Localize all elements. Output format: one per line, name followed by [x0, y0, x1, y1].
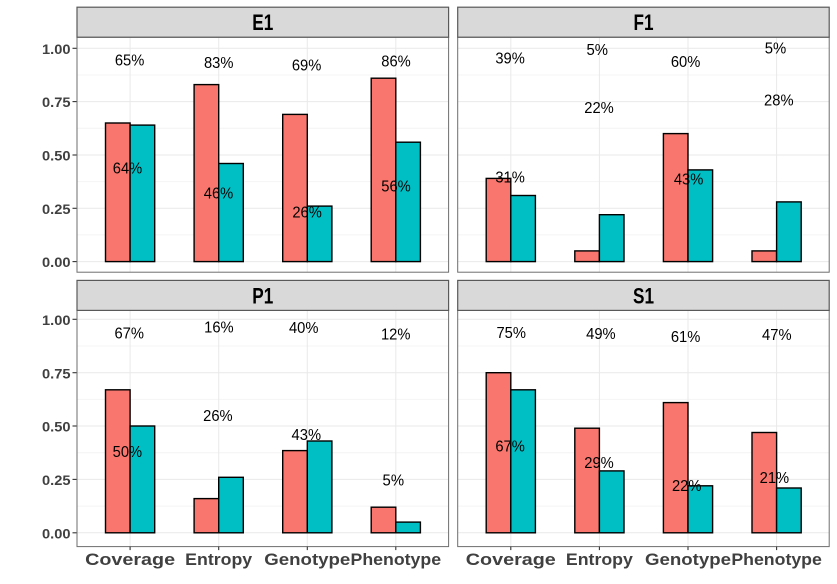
svg-text:0.00: 0.00: [42, 525, 71, 541]
svg-text:64%: 64%: [113, 161, 143, 178]
svg-text:56%: 56%: [381, 179, 411, 196]
svg-text:16%: 16%: [204, 320, 234, 337]
svg-text:26%: 26%: [203, 408, 233, 425]
svg-text:1.00: 1.00: [42, 312, 71, 328]
svg-text:43%: 43%: [674, 171, 704, 188]
svg-text:0.75: 0.75: [42, 365, 71, 381]
svg-text:F1: F1: [634, 10, 654, 35]
svg-text:0.00: 0.00: [42, 254, 71, 270]
svg-text:Genotype: Genotype: [264, 550, 350, 569]
svg-text:75%: 75%: [496, 325, 526, 342]
svg-text:Phenotype: Phenotype: [731, 550, 822, 569]
svg-text:0.25: 0.25: [42, 201, 71, 217]
svg-text:P1: P1: [252, 283, 273, 308]
svg-text:5%: 5%: [765, 41, 787, 58]
svg-text:S1: S1: [633, 283, 654, 308]
svg-text:60%: 60%: [671, 54, 701, 71]
svg-text:5%: 5%: [383, 472, 405, 489]
svg-text:67%: 67%: [114, 326, 144, 343]
svg-text:Phenotype: Phenotype: [351, 550, 442, 569]
svg-text:40%: 40%: [289, 320, 319, 337]
svg-text:21%: 21%: [760, 470, 790, 487]
svg-text:0.75: 0.75: [42, 94, 71, 110]
svg-text:31%: 31%: [495, 170, 525, 187]
svg-text:67%: 67%: [495, 438, 525, 455]
svg-text:47%: 47%: [762, 327, 792, 344]
svg-text:1.00: 1.00: [42, 41, 71, 57]
svg-text:0.50: 0.50: [42, 419, 71, 435]
svg-text:0.50: 0.50: [42, 148, 71, 164]
svg-text:26%: 26%: [292, 204, 322, 221]
svg-text:E1: E1: [252, 10, 273, 35]
svg-text:22%: 22%: [584, 100, 614, 117]
svg-text:69%: 69%: [292, 57, 322, 74]
svg-text:50%: 50%: [113, 444, 143, 461]
svg-text:49%: 49%: [586, 326, 616, 343]
svg-text:22%: 22%: [672, 478, 702, 495]
svg-text:83%: 83%: [204, 55, 234, 72]
svg-text:43%: 43%: [292, 427, 322, 444]
svg-text:Genotype: Genotype: [645, 550, 731, 569]
svg-text:Coverage: Coverage: [85, 550, 175, 569]
svg-text:65%: 65%: [115, 53, 145, 70]
svg-text:46%: 46%: [204, 185, 234, 202]
svg-text:Entropy: Entropy: [185, 550, 253, 569]
svg-text:5%: 5%: [586, 42, 608, 59]
svg-text:Entropy: Entropy: [566, 550, 634, 569]
svg-text:61%: 61%: [671, 329, 701, 346]
svg-text:0.25: 0.25: [42, 472, 71, 488]
svg-text:39%: 39%: [495, 51, 525, 68]
svg-text:29%: 29%: [584, 455, 614, 472]
svg-text:28%: 28%: [764, 92, 794, 109]
svg-text:86%: 86%: [381, 53, 411, 70]
svg-text:Coverage: Coverage: [466, 550, 556, 569]
svg-text:12%: 12%: [381, 326, 411, 343]
